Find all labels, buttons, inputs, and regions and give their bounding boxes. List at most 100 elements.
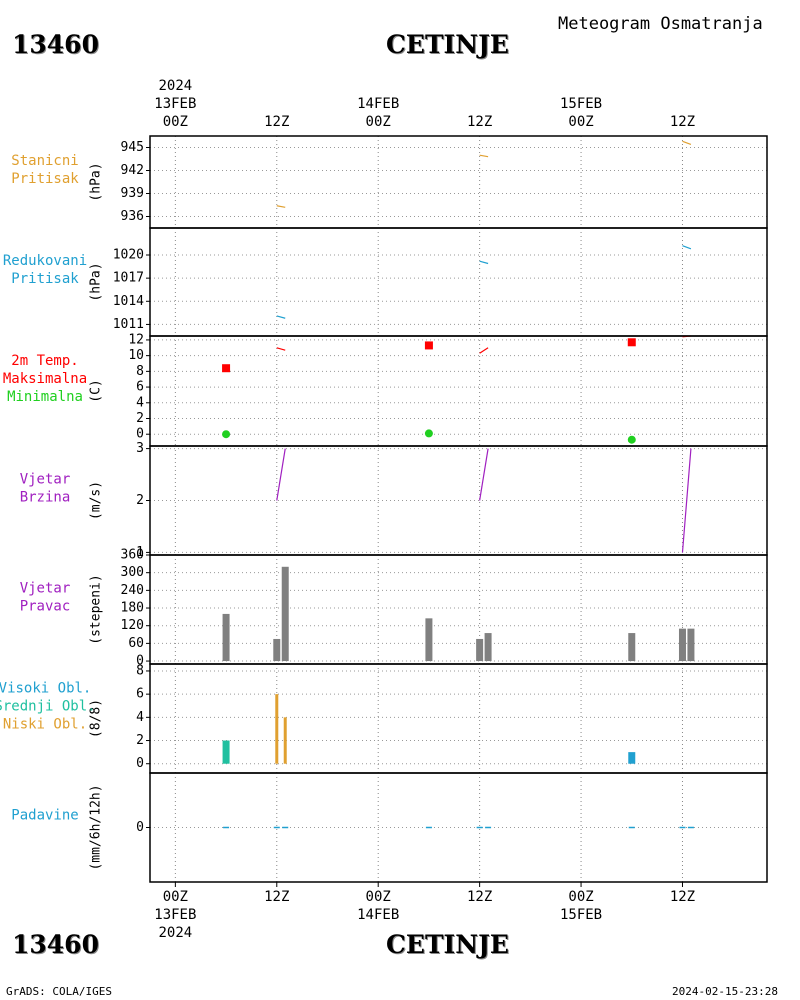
y-tick-label: 0 — [136, 427, 144, 442]
bottom-time-label: 12Z — [670, 889, 695, 905]
y-tick-label: 1 — [136, 545, 144, 560]
y-tick-label: 2 — [136, 493, 144, 508]
bottom-time-label: 12Z — [264, 889, 289, 905]
srednji-cloud-bar — [222, 740, 230, 764]
series-line — [479, 347, 489, 354]
panel-label: Vjetar — [20, 581, 71, 597]
panel-label: Redukovani — [3, 253, 87, 269]
y-tick-label: 2 — [136, 733, 144, 748]
panel-label: Padavine — [11, 808, 78, 824]
y-tick-label: 60 — [128, 636, 144, 651]
bottom-date-label: 15FEB — [560, 907, 602, 923]
panel-label: Pritisak — [11, 271, 79, 287]
bottom-date-label: 14FEB — [357, 907, 399, 923]
timestamp: 2024-02-15-23:28 — [672, 985, 778, 998]
station-name-top: CETINJE — [386, 30, 509, 59]
panel-frame — [149, 772, 768, 883]
visoki-cloud-bar — [628, 752, 636, 764]
unit-label: (C) — [89, 379, 104, 402]
unit-label: (m/s) — [89, 481, 104, 520]
series-line — [479, 448, 489, 501]
series-line — [276, 448, 286, 501]
niski-cloud-bar — [283, 717, 287, 764]
top-time-label: 00Z — [568, 114, 593, 130]
min-temp-marker — [627, 435, 636, 444]
panel-label: Brzina — [20, 490, 71, 506]
wind-direction-bar — [484, 633, 492, 662]
y-tick-label: 12 — [128, 332, 144, 347]
panel-label: Stanicni — [11, 153, 78, 169]
max-temp-marker — [424, 341, 433, 350]
series-line — [276, 205, 286, 208]
wind-direction-bar — [222, 613, 230, 662]
panel-frame — [149, 227, 768, 337]
bottom-year-label: 2024 — [158, 925, 192, 941]
wind-direction-bar — [425, 618, 433, 662]
bottom-time-label: 00Z — [568, 889, 593, 905]
bottom-date-label: 13FEB — [154, 907, 196, 923]
unit-label: (hPa) — [89, 162, 104, 201]
y-tick-label: 180 — [121, 601, 144, 616]
wind-direction-bar — [678, 628, 686, 662]
y-tick-label: 10 — [128, 348, 144, 363]
panel-label: Visoki Obl. — [0, 681, 91, 697]
y-tick-label: 6 — [136, 687, 144, 702]
station-id-bottom: 13460 — [12, 930, 99, 959]
y-tick-label: 300 — [121, 565, 144, 580]
panel-label: Pravac — [20, 599, 71, 615]
top-date-label: 14FEB — [357, 96, 399, 112]
min-temp-marker — [222, 430, 231, 439]
y-tick-label: 1011 — [113, 317, 144, 332]
y-tick-label: 360 — [121, 548, 144, 563]
bottom-time-label: 00Z — [163, 889, 188, 905]
series-line — [276, 347, 286, 351]
station-id-top: 13460 — [12, 30, 99, 59]
credit-text: GrADS: COLA/IGES — [6, 985, 112, 998]
top-time-label: 00Z — [366, 114, 391, 130]
wind-direction-bar — [281, 566, 289, 662]
top-date-label: 15FEB — [560, 96, 602, 112]
top-time-label: 12Z — [467, 114, 492, 130]
panel-frame — [149, 335, 768, 447]
unit-label: (stepeni) — [89, 574, 104, 644]
y-tick-label: 0 — [136, 756, 144, 771]
station-name-bottom: CETINJE — [386, 930, 509, 959]
y-tick-label: 3 — [136, 441, 144, 456]
y-tick-label: 0 — [136, 820, 144, 835]
panel-label: Maksimalna — [3, 371, 87, 387]
series-line — [681, 448, 692, 553]
bottom-time-label: 00Z — [366, 889, 391, 905]
unit-label: (8/8) — [89, 699, 104, 738]
panel-frame — [149, 135, 768, 229]
wind-direction-bar — [273, 638, 281, 662]
panel-label: Srednji Obl. — [0, 699, 96, 715]
panel-frame — [149, 663, 768, 774]
panel-label: 2m Temp. — [11, 353, 78, 369]
series-line — [276, 315, 286, 319]
max-temp-marker — [222, 364, 231, 373]
y-tick-label: 8 — [136, 364, 144, 379]
y-tick-label: 4 — [136, 395, 144, 410]
product-title: Meteogram Osmatranja — [558, 14, 763, 34]
y-tick-label: 240 — [121, 583, 144, 598]
series-line — [479, 260, 489, 265]
top-time-label: 12Z — [264, 114, 289, 130]
unit-label: (mm/6h/12h) — [89, 784, 104, 870]
wind-direction-bar — [628, 633, 636, 662]
y-tick-label: 2 — [136, 411, 144, 426]
y-tick-label: 8 — [136, 663, 144, 678]
y-tick-label: 0 — [136, 654, 144, 669]
panel-label: Niski Obl. — [3, 717, 87, 733]
y-tick-label: 120 — [121, 618, 144, 633]
y-tick-label: 4 — [136, 710, 144, 725]
niski-cloud-bar — [275, 694, 279, 764]
y-tick-label: 939 — [121, 186, 144, 201]
top-year-label: 2024 — [158, 78, 192, 94]
y-tick-label: 945 — [121, 140, 144, 155]
min-temp-marker — [424, 429, 433, 438]
max-temp-marker — [627, 338, 636, 347]
y-tick-label: 6 — [136, 380, 144, 395]
wind-direction-bar — [476, 638, 484, 662]
panel-label: Vjetar — [20, 472, 71, 488]
